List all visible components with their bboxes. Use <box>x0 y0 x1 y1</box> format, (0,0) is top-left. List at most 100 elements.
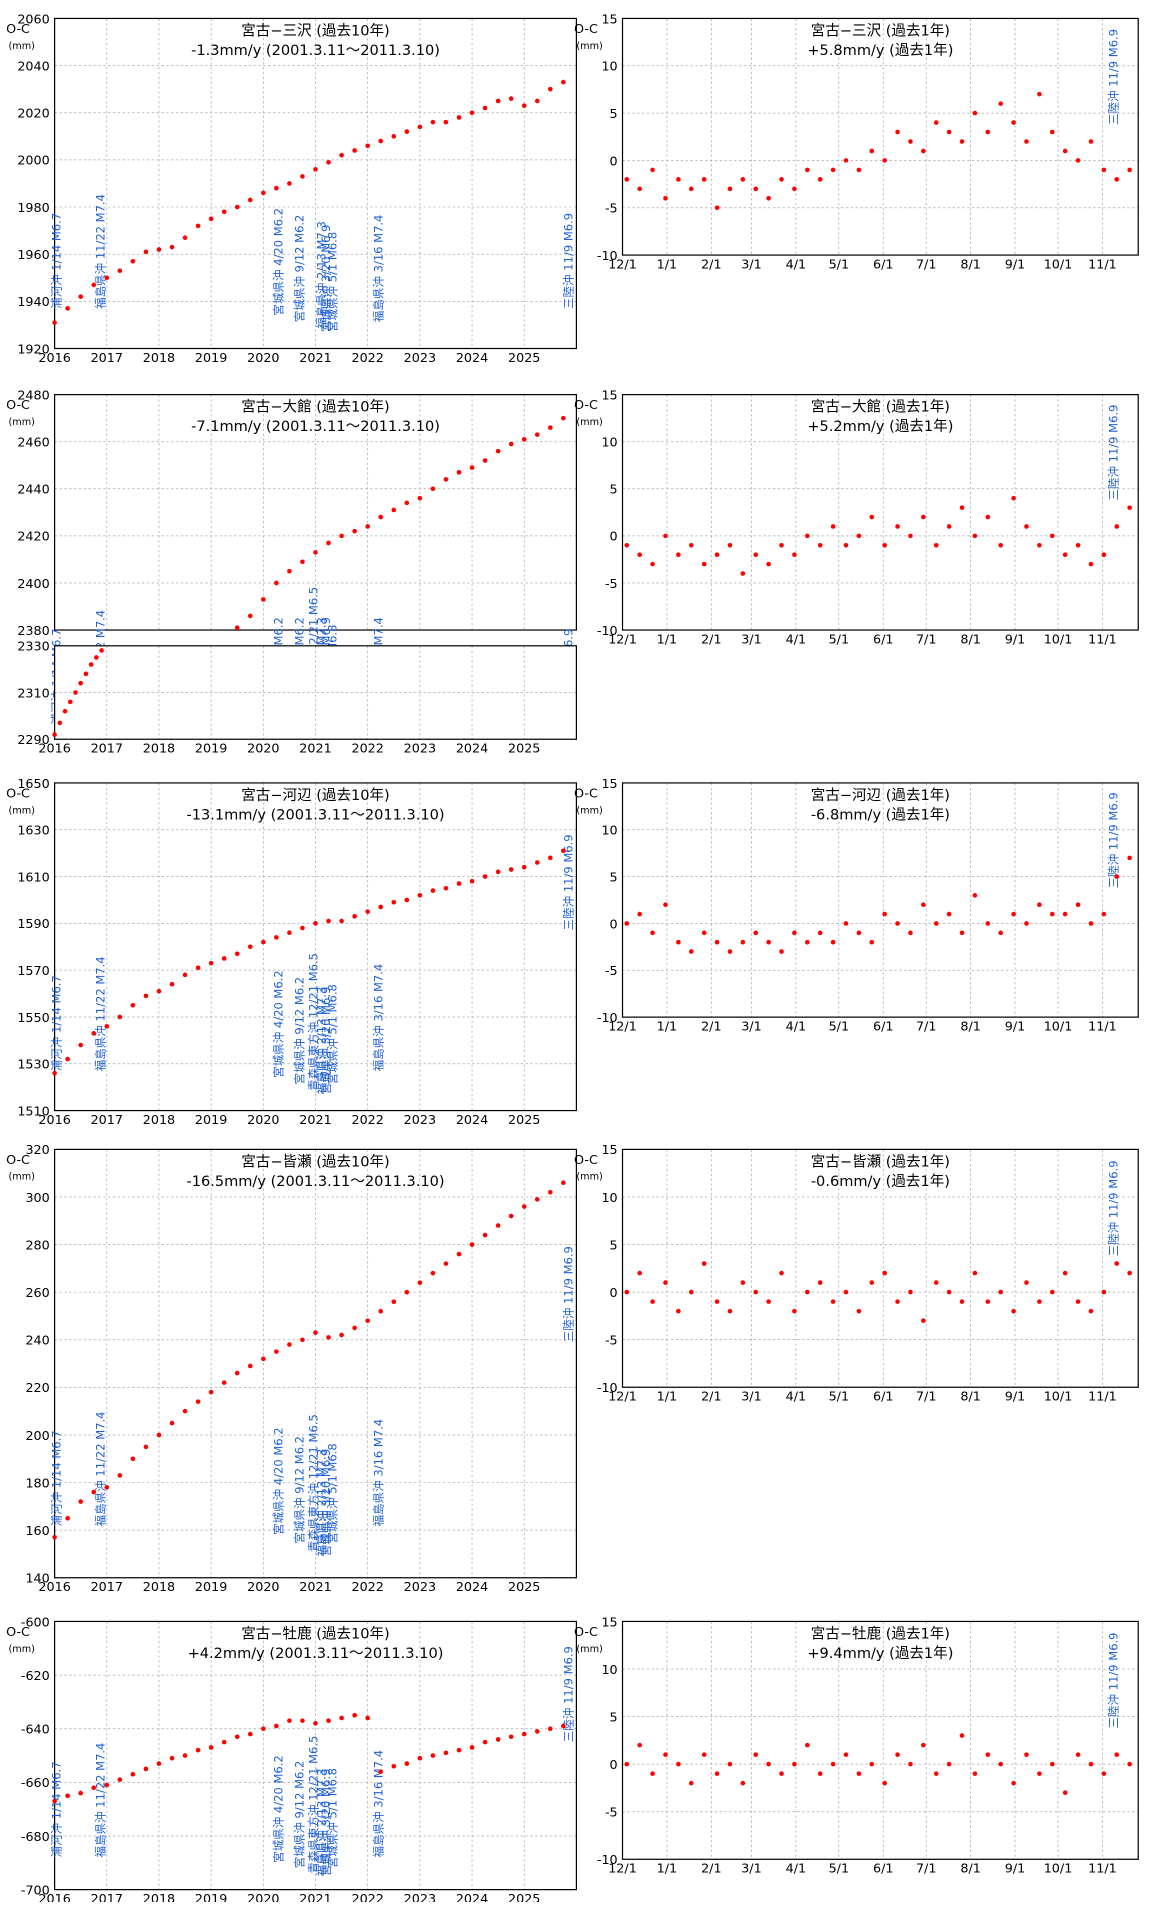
data-point <box>843 921 849 926</box>
data-point <box>1011 495 1016 501</box>
y-axis-unit: (mm) <box>576 41 602 52</box>
data-point <box>701 561 707 567</box>
x-tick-label: 2016 <box>38 351 70 366</box>
x-tick-label: 4/1 <box>786 1019 807 1034</box>
data-point <box>521 437 527 442</box>
data-point <box>521 1731 527 1737</box>
data-point <box>921 902 926 908</box>
event-annotation: 青森県東方沖 12/21 M6.5 <box>307 1736 321 1874</box>
data-point <box>417 1280 423 1285</box>
data-point <box>972 893 978 898</box>
data-point <box>637 186 643 192</box>
y-axis-label: O-C <box>6 1153 30 1168</box>
data-point <box>856 930 862 936</box>
data-point <box>998 1761 1004 1767</box>
data-point <box>52 1534 57 1540</box>
data-point <box>740 571 746 576</box>
data-point <box>313 921 318 926</box>
data-point <box>430 486 436 492</box>
data-point <box>688 186 694 192</box>
data-point <box>104 275 110 281</box>
data-point <box>548 425 553 430</box>
data-point <box>561 1723 566 1729</box>
x-tick-label: 4/1 <box>786 257 807 272</box>
chart-subtitle: -1.3mm/y (2001.3.11～2011.3.10) <box>191 42 440 59</box>
data-point <box>663 1280 668 1285</box>
event-annotation: 宮城県沖 9/12 M6.2 <box>292 1436 306 1544</box>
data-point <box>443 885 449 891</box>
data-point <box>959 1299 965 1304</box>
y-tick-label: 2480 <box>17 388 49 403</box>
data-point <box>817 1771 823 1776</box>
y-tick-label: -700 <box>21 1883 50 1898</box>
data-point <box>430 1270 436 1276</box>
data-point <box>1024 1280 1029 1285</box>
data-point <box>78 680 84 686</box>
data-point <box>637 552 643 558</box>
x-tick-label: 2019 <box>195 351 227 366</box>
event-annotation: 福島県沖 2/13 M7.3 <box>314 987 328 1095</box>
event-annotation: 宮城県沖 4/20 M6.2 <box>272 970 286 1077</box>
data-point <box>856 1308 862 1314</box>
data-point <box>933 120 939 125</box>
x-tick-label: 5/1 <box>829 632 850 647</box>
data-point <box>195 1399 201 1404</box>
data-point <box>495 448 501 454</box>
data-point <box>391 134 397 139</box>
data-point <box>624 177 630 182</box>
x-tick-label: 2024 <box>456 1892 488 1902</box>
x-tick-label: 2/1 <box>701 1862 722 1877</box>
y-tick-label: 15 <box>601 388 617 403</box>
data-point <box>326 1335 331 1340</box>
y-tick-label: 300 <box>25 1191 49 1206</box>
data-point <box>521 864 527 870</box>
data-point <box>208 960 214 966</box>
data-point <box>482 874 488 879</box>
data-point <box>1062 1270 1068 1276</box>
y-tick-label: 2310 <box>17 686 49 701</box>
data-point <box>624 1761 630 1767</box>
data-point <box>805 1742 810 1748</box>
data-point <box>78 1042 84 1048</box>
y-tick-label: 200 <box>25 1429 49 1444</box>
x-tick-label: 2023 <box>404 742 436 757</box>
y-axis-label: O-C <box>574 786 598 801</box>
x-tick-label: 8/1 <box>960 1862 980 1877</box>
data-point <box>508 1213 514 1219</box>
data-point <box>895 921 900 926</box>
data-point <box>663 195 668 201</box>
data-point <box>365 143 370 149</box>
y-tick-label: 0 <box>610 917 618 932</box>
data-point <box>234 625 240 630</box>
x-tick-label: 10/1 <box>1044 632 1073 647</box>
data-point <box>882 911 887 917</box>
y-tick-label: 2000 <box>17 154 49 169</box>
data-point <box>998 101 1004 106</box>
data-point <box>959 505 965 510</box>
y-tick-label: 1920 <box>17 342 49 357</box>
data-point <box>753 930 759 936</box>
data-point <box>1024 139 1029 144</box>
y-tick-label: -10 <box>597 1853 618 1868</box>
x-tick-label: 2019 <box>195 1892 227 1902</box>
data-point <box>895 1752 900 1757</box>
x-tick-label: 5/1 <box>829 1019 850 1034</box>
data-point <box>78 1790 84 1796</box>
data-point <box>676 1308 681 1314</box>
data-point <box>676 1761 681 1767</box>
x-tick-label: 2025 <box>508 351 540 366</box>
data-point <box>843 1752 849 1757</box>
y-tick-label: -10 <box>597 624 618 639</box>
data-point <box>650 1771 655 1776</box>
x-tick-label: 11/1 <box>1088 632 1117 647</box>
data-point <box>456 115 462 120</box>
data-point <box>300 1337 305 1343</box>
data-point <box>326 540 331 546</box>
data-point <box>727 1761 733 1767</box>
data-point <box>91 282 97 288</box>
x-tick-label: 10/1 <box>1044 1862 1073 1877</box>
data-point <box>701 930 707 936</box>
x-tick-label: 7/1 <box>916 1862 937 1877</box>
data-point <box>261 190 266 196</box>
y-tick-label: -5 <box>605 964 618 979</box>
